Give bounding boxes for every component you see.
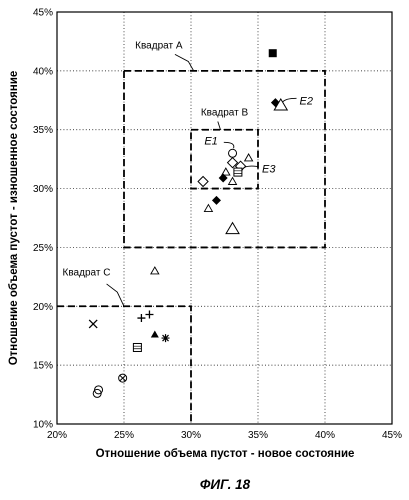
y-tick-label: 15%	[33, 361, 53, 372]
figure-label: ФИГ. 18	[200, 477, 251, 492]
region-box	[57, 305, 192, 424]
region-box	[123, 69, 326, 249]
plot-frame	[56, 11, 393, 425]
data-point	[161, 334, 170, 343]
data-point	[243, 153, 254, 162]
data-point	[197, 175, 209, 188]
x-axis-label: Отношение объема пустот - новое состояни…	[96, 448, 355, 460]
data-point	[233, 167, 243, 177]
data-point	[226, 156, 239, 169]
y-tick-label: 10%	[33, 420, 53, 431]
x-tick-label: 25%	[114, 430, 134, 441]
y-tick-labels: 10% 15% 20% 25% 30% 35% 40% 45%	[33, 8, 53, 431]
x-tick-label: 40%	[315, 430, 335, 441]
data-point	[211, 195, 221, 205]
annotation-leader	[223, 141, 235, 149]
data-point	[132, 342, 142, 352]
annotation-leader	[241, 165, 259, 172]
data-point	[145, 310, 154, 319]
data-point	[221, 167, 231, 176]
annotation-label: E1	[204, 135, 217, 147]
annotation-leader	[282, 97, 297, 103]
x-tick-label: 20%	[47, 430, 67, 441]
data-point	[268, 49, 277, 58]
x-tick-label: 30%	[181, 430, 201, 441]
region-leader-line	[106, 283, 125, 307]
y-tick-label: 20%	[33, 302, 53, 313]
annotation-label: E3	[262, 164, 276, 176]
annotations: E1 E2 E3	[204, 95, 313, 175]
region-boxes: Квадрат A Квадрат B Квадрат C	[57, 40, 326, 424]
data-point	[150, 330, 159, 338]
data-point	[94, 385, 104, 395]
y-tick-label: 30%	[33, 184, 53, 195]
region-label: Квадрат C	[63, 268, 111, 279]
data-point	[228, 148, 238, 158]
y-tick-label: 25%	[33, 243, 53, 254]
region-label: Квадрат A	[135, 40, 183, 51]
region-leader-line	[217, 121, 221, 130]
y-tick-label: 35%	[33, 125, 53, 136]
data-point	[225, 221, 240, 235]
data-point	[218, 173, 228, 183]
data-points	[88, 49, 289, 398]
region-leader-line	[174, 53, 195, 72]
x-tick-label: 45%	[382, 430, 402, 441]
data-point	[118, 373, 128, 383]
data-point	[227, 176, 238, 185]
annotation-label: E2	[300, 95, 313, 107]
data-point	[137, 314, 146, 323]
data-point	[150, 266, 160, 275]
y-tick-label: 45%	[33, 8, 53, 19]
region-box	[190, 128, 259, 190]
x-tick-label: 35%	[248, 430, 268, 441]
region-label: Квадрат B	[201, 108, 249, 119]
x-tick-labels: 20% 25% 30% 35% 40% 45%	[47, 430, 402, 441]
data-point	[203, 203, 214, 213]
y-tick-label: 40%	[33, 66, 53, 77]
data-point	[88, 319, 98, 329]
data-point	[273, 98, 289, 111]
grid-lines	[57, 12, 392, 424]
y-axis-label: Отношение объема пустот - изношенное сос…	[8, 71, 20, 366]
